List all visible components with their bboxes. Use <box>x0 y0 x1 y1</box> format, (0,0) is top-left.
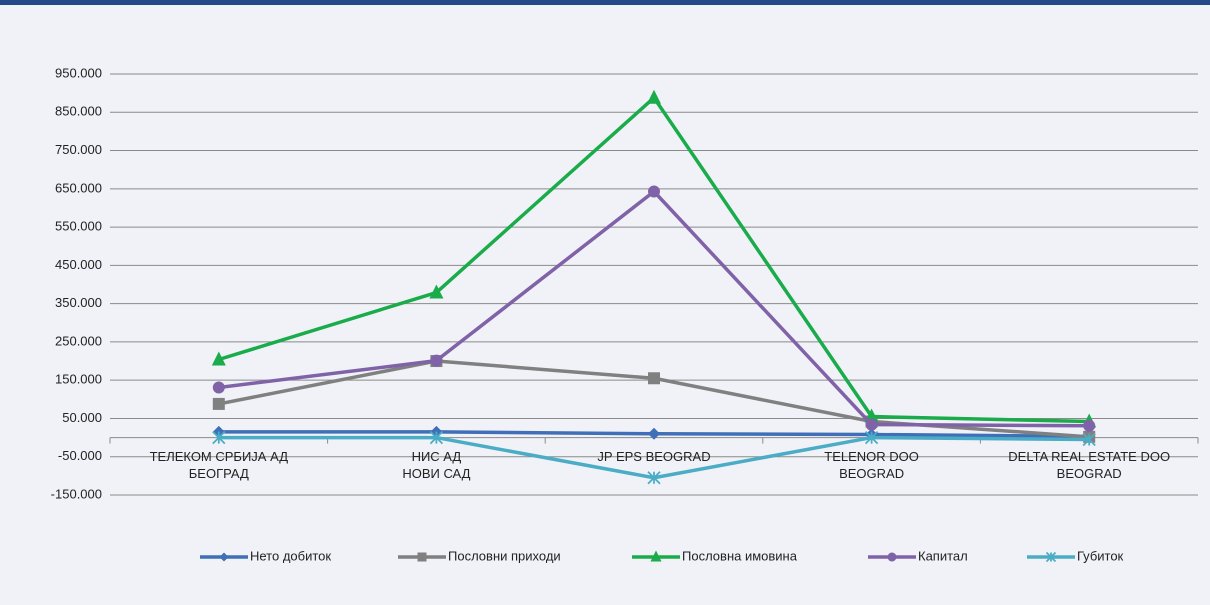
y-tick-label: 250.000 <box>55 333 102 348</box>
y-tick-label: -150.000 <box>51 486 102 501</box>
point <box>647 89 661 104</box>
point <box>429 284 444 299</box>
y-tick-label: -50.000 <box>58 448 102 463</box>
top-bar <box>0 0 1210 5</box>
y-tick-label: 150.000 <box>55 372 102 387</box>
point <box>864 430 879 445</box>
y-tick-label: 350.000 <box>55 295 102 310</box>
y-tick-label: 50.000 <box>62 410 102 425</box>
x-tick-label: TELENOR DOO BEOGRAD <box>824 448 919 481</box>
point <box>648 372 660 385</box>
legend-marker <box>1045 551 1057 563</box>
y-tick-label: 550.000 <box>55 219 102 234</box>
y-tick-label: 750.000 <box>55 142 102 157</box>
legend-marker <box>650 550 662 562</box>
point <box>212 397 225 410</box>
legend-label: Губиток <box>1077 548 1124 563</box>
legend-item: Пословна имовина <box>632 548 798 563</box>
legend-marker <box>417 552 427 562</box>
point <box>1083 419 1096 432</box>
x-tick-label: JP EPS BEOGRAD <box>597 448 711 464</box>
point <box>865 418 878 431</box>
legend-label: Пословни приходи <box>448 548 561 563</box>
series <box>212 430 1096 485</box>
point <box>429 430 444 445</box>
legend-marker <box>219 552 229 562</box>
point <box>648 185 660 198</box>
y-tick-label: 950.000 <box>55 65 102 80</box>
legend-item: Губиток <box>1027 548 1124 563</box>
y-tick-label: 450.000 <box>55 257 102 272</box>
series <box>211 89 1097 428</box>
point <box>1082 432 1096 447</box>
point <box>430 354 443 367</box>
point <box>648 427 660 440</box>
series <box>212 185 1096 432</box>
point <box>647 471 661 485</box>
legend-marker <box>887 552 897 562</box>
legend-label: Пословна имовина <box>682 548 798 563</box>
point <box>212 430 226 445</box>
y-tick-label: 650.000 <box>55 180 102 195</box>
y-tick-label: 850.000 <box>55 104 102 119</box>
x-tick-label: DELTA REAL ESTATE DOO BEOGRAD <box>1008 448 1171 481</box>
legend-item: Пословни приходи <box>398 548 561 563</box>
x-tick-label: ТЕЛЕКОМ СРБИЈА АД БЕОГРАД <box>149 448 288 481</box>
legend-label: Капитал <box>918 548 968 563</box>
point <box>212 381 225 394</box>
legend-item: Капитал <box>868 548 968 563</box>
x-tick-label: НИС АД НОВИ САД <box>402 448 471 481</box>
point <box>211 351 226 366</box>
legend-label: Нето добиток <box>250 548 331 563</box>
legend-item: Нето добиток <box>200 548 331 563</box>
